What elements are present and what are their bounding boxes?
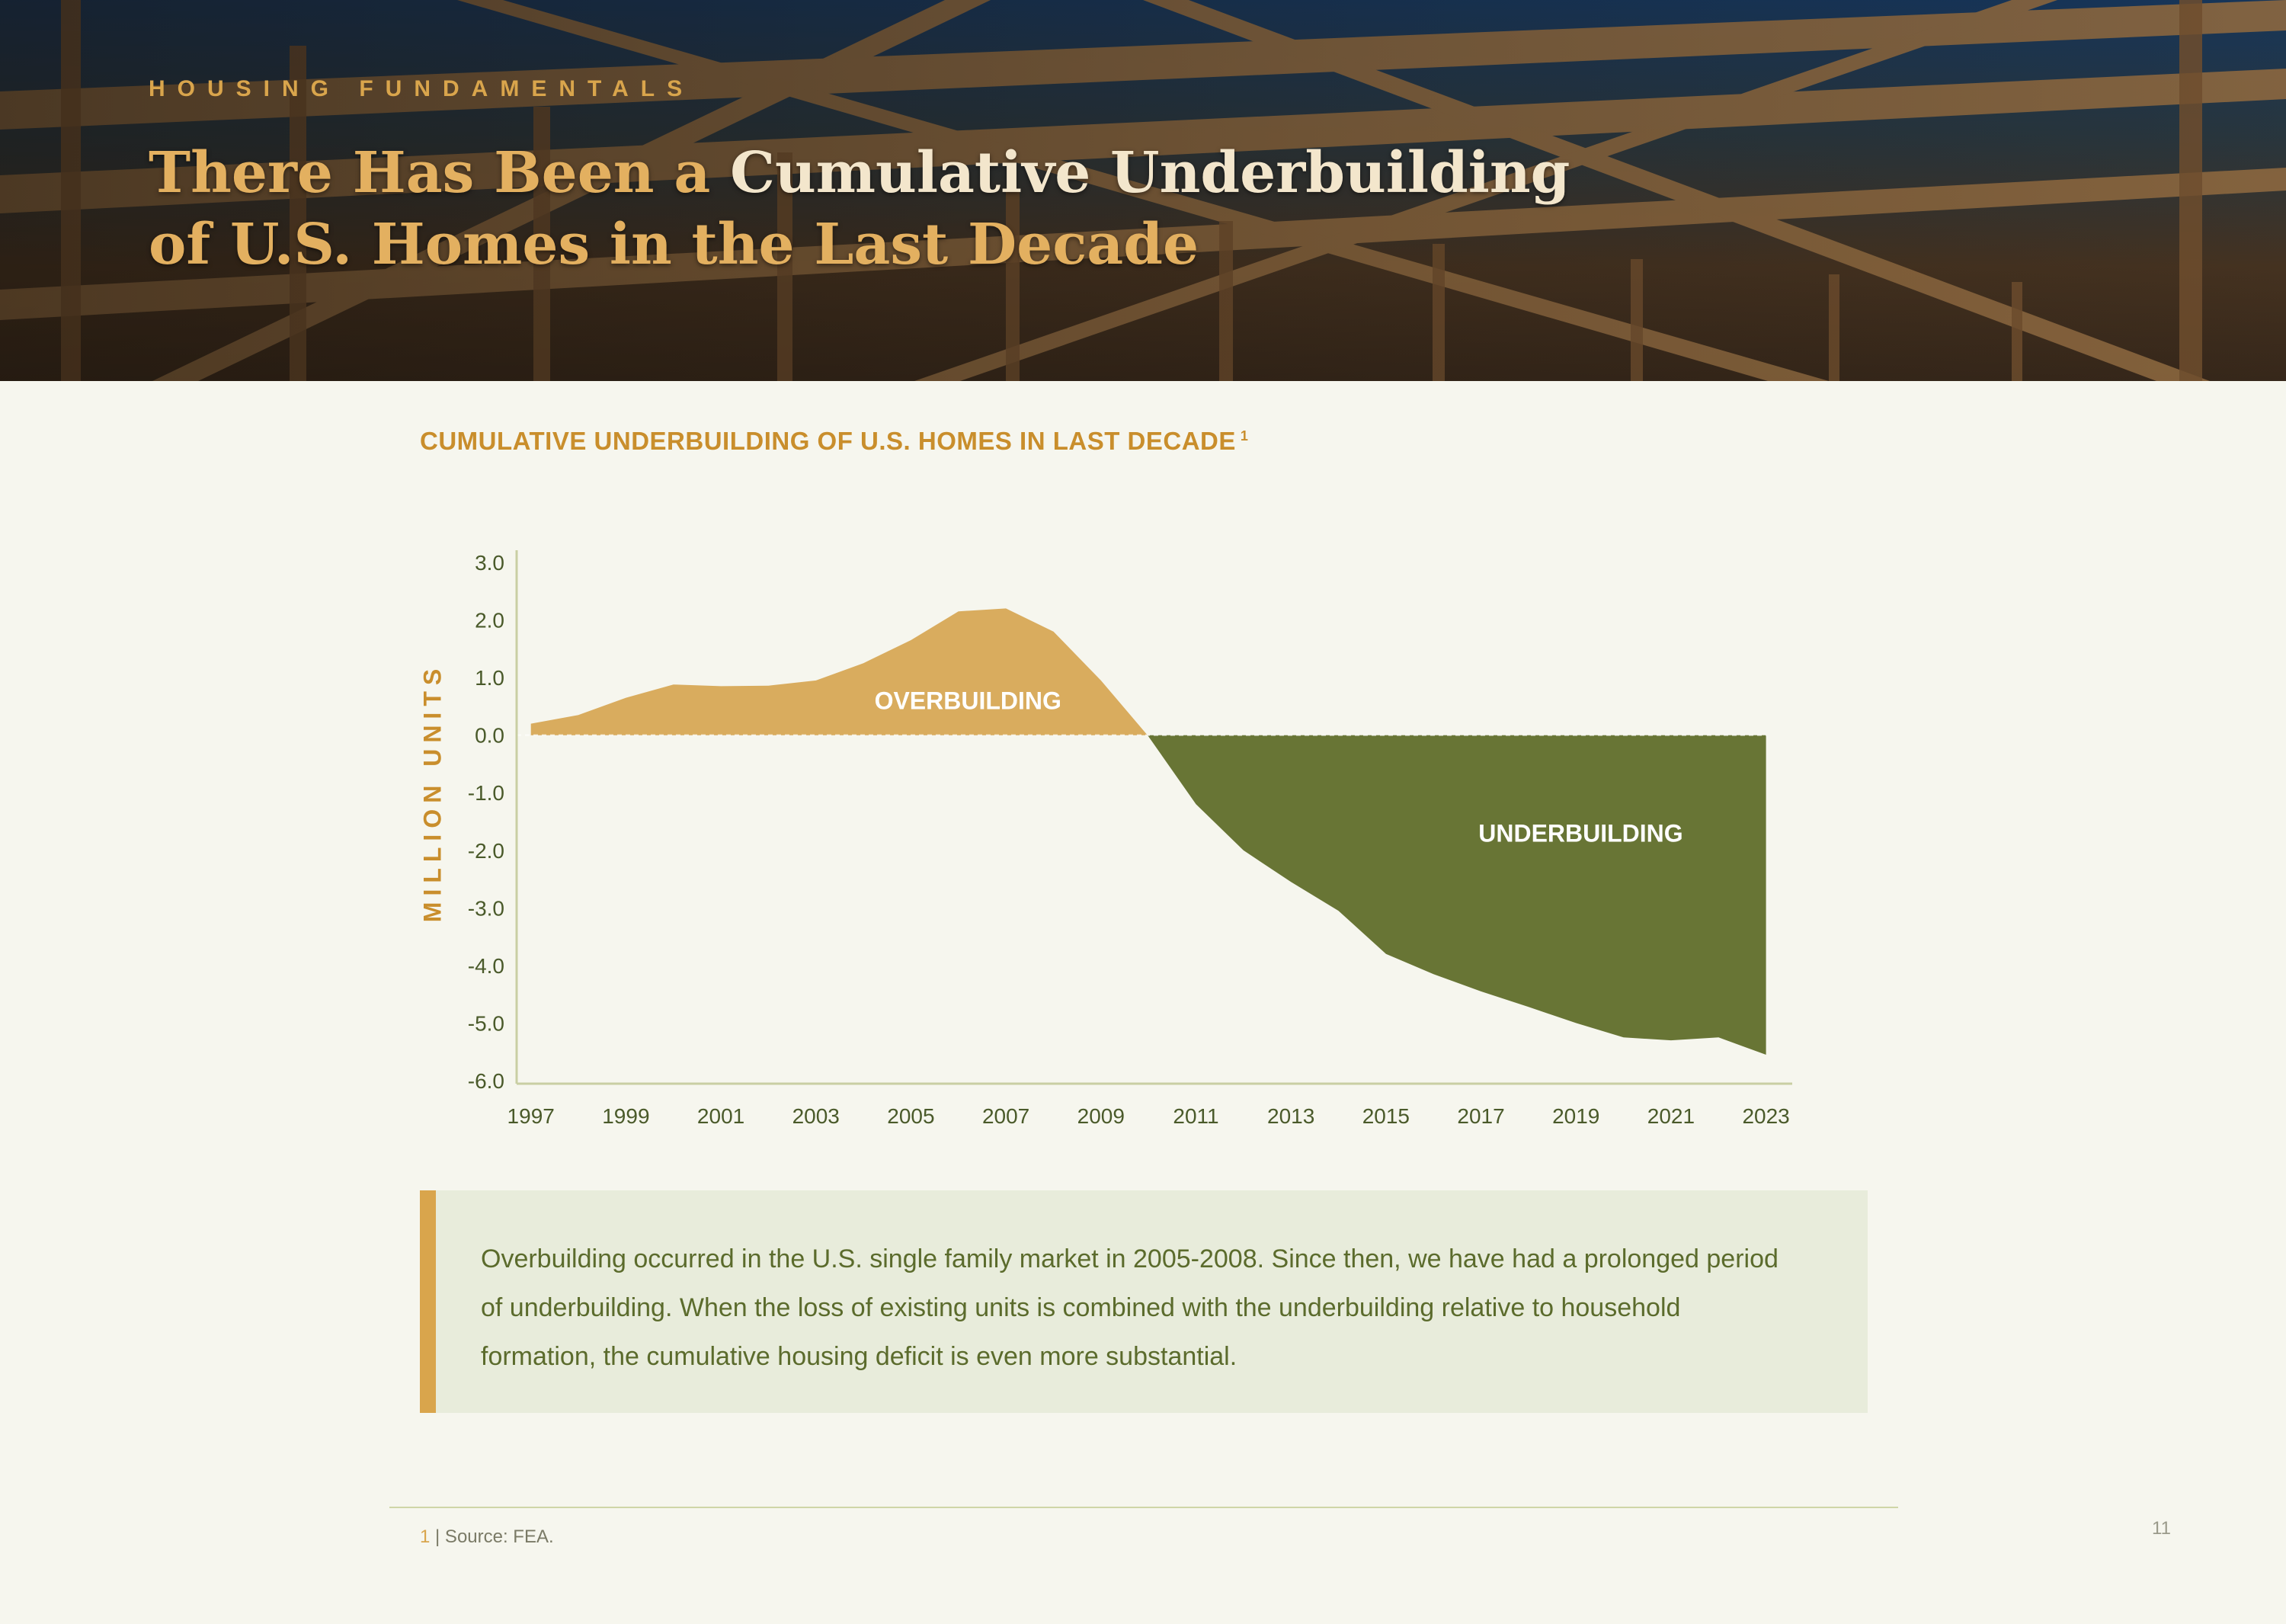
overbuilding-area — [530, 608, 1766, 735]
title-highlight: Cumulative Underbuilding — [730, 140, 1570, 206]
x-tick-label: 2015 — [1362, 1104, 1410, 1128]
x-tick-label: 2013 — [1267, 1104, 1314, 1128]
source-footnote: 1 | Source: FEA. — [420, 1526, 554, 1548]
x-tick-label: 1999 — [602, 1104, 649, 1128]
y-tick-label: 2.0 — [475, 609, 504, 633]
y-tick-label: -3.0 — [468, 896, 504, 920]
underbuilding-annotation: UNDERBUILDING — [1478, 819, 1682, 847]
y-tick-label: -4.0 — [468, 954, 504, 978]
underbuilding-area — [530, 735, 1766, 1055]
page-title: There Has Been a Cumulative Underbuildin… — [149, 137, 1596, 280]
chart-title-footnote-marker: 1 — [1240, 428, 1249, 444]
y-tick-label: -6.0 — [468, 1069, 504, 1093]
y-tick-label: 1.0 — [475, 666, 504, 690]
x-tick-label: 1997 — [507, 1104, 555, 1128]
x-tick-label: 2003 — [792, 1104, 840, 1128]
title-part-2: of U.S. Homes in the Last Decade — [149, 212, 1199, 277]
x-tick-label: 2005 — [887, 1104, 934, 1128]
section-eyebrow: HOUSING FUNDAMENTALS — [149, 76, 695, 101]
cumulative-underbuilding-chart: 3.0 2.0 1.0 0.0 -1.0 -2.0 -3.0 -4.0 -5.0 -6.0 199… — [468, 550, 1792, 1128]
y-tick-label: -5.0 — [468, 1011, 504, 1035]
x-tick-label: 2023 — [1742, 1104, 1789, 1128]
chart-title: CUMULATIVE UNDERBUILDING OF U.S. HOMES I… — [420, 427, 1248, 456]
x-tick-label: 2001 — [697, 1104, 744, 1128]
y-tick-label: -1.0 — [468, 781, 504, 805]
x-tick-label: 2009 — [1077, 1104, 1125, 1128]
x-tick-label: 2017 — [1457, 1104, 1504, 1128]
y-tick-label: 3.0 — [475, 551, 504, 575]
footnote-number: 1 — [420, 1526, 431, 1547]
x-tick-label: 2021 — [1647, 1104, 1695, 1128]
footnote-text: | Source: FEA. — [430, 1526, 554, 1547]
summary-callout: Overbuilding occurred in the U.S. single… — [420, 1190, 1868, 1413]
x-tick-label: 2007 — [982, 1104, 1029, 1128]
overbuilding-annotation: OVERBUILDING — [875, 687, 1061, 715]
callout-text: Overbuilding occurred in the U.S. single… — [481, 1244, 1779, 1371]
callout-accent-bar — [420, 1190, 436, 1413]
page-number: 11 — [2152, 1518, 2171, 1539]
y-tick-label: 0.0 — [475, 724, 504, 748]
y-tick-labels: 3.0 2.0 1.0 0.0 -1.0 -2.0 -3.0 -4.0 -5.0 -6.0 — [468, 551, 504, 1093]
title-part-1: There Has Been a — [149, 140, 731, 206]
y-tick-label: -2.0 — [468, 839, 504, 863]
x-tick-label: 2019 — [1552, 1104, 1599, 1128]
x-tick-label: 2011 — [1173, 1104, 1218, 1128]
footer-divider — [389, 1507, 1898, 1508]
banner-overlay — [0, 0, 2286, 381]
x-tick-labels: 1997 1999 2001 2003 2005 2007 2009 2011 2013 2015… — [507, 1104, 1790, 1128]
header-banner: HOUSING FUNDAMENTALS There Has Been a Cu… — [0, 0, 2286, 381]
chart-title-text: CUMULATIVE UNDERBUILDING OF U.S. HOMES I… — [420, 427, 1236, 455]
